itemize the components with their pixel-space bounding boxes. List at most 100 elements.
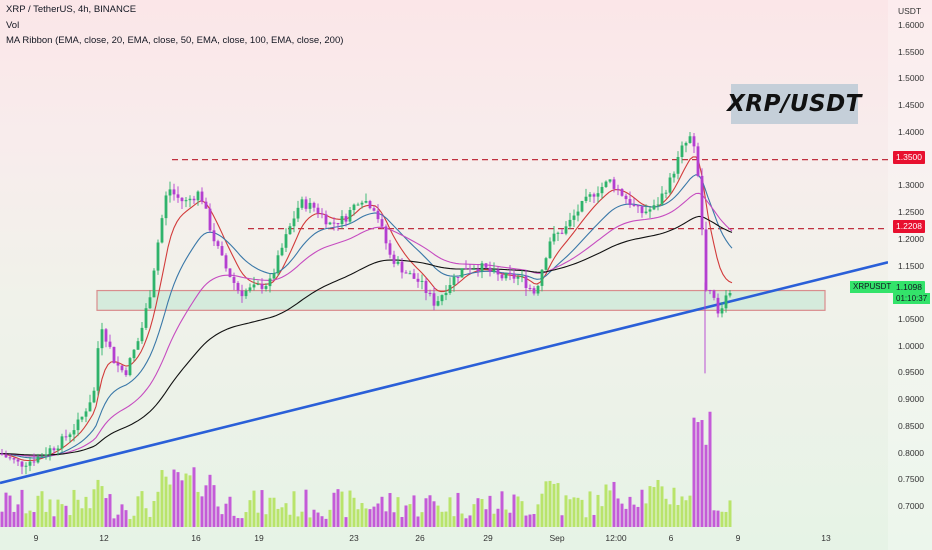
price-axis[interactable] xyxy=(888,0,932,550)
candle xyxy=(8,457,12,459)
volume-bar xyxy=(380,496,384,527)
candle xyxy=(616,188,620,190)
volume-bar xyxy=(84,496,88,527)
volume-bar xyxy=(376,503,380,527)
volume-bar xyxy=(36,495,40,527)
candle xyxy=(148,297,152,309)
volume-bar xyxy=(136,496,140,527)
candle xyxy=(704,229,708,291)
candle xyxy=(636,205,640,207)
volume-indicator-label[interactable]: Vol xyxy=(6,20,20,31)
candle xyxy=(428,292,432,294)
volume-bar xyxy=(112,518,116,527)
axis-currency: USDT xyxy=(898,6,922,16)
candle xyxy=(684,142,688,146)
pair-watermark: XRP/USDT xyxy=(727,84,861,124)
volume-bar xyxy=(412,495,416,527)
candle xyxy=(0,453,4,455)
candle xyxy=(160,218,164,243)
candle xyxy=(92,390,96,403)
volume-bar xyxy=(680,496,684,527)
volume-bar xyxy=(728,500,732,527)
volume-bar xyxy=(40,491,44,527)
volume-bar xyxy=(436,505,440,527)
volume-bar xyxy=(0,511,4,527)
volume-bar xyxy=(596,494,600,527)
volume-bar xyxy=(4,492,8,527)
volume-bar xyxy=(720,511,724,527)
candle xyxy=(128,358,132,376)
candle xyxy=(472,268,476,270)
candle xyxy=(328,222,332,225)
candle xyxy=(24,465,28,467)
volume-bar xyxy=(672,487,676,527)
candle xyxy=(384,226,388,244)
volume-bar xyxy=(424,498,428,527)
candle xyxy=(280,247,284,256)
volume-bar xyxy=(24,513,28,527)
candle xyxy=(216,241,220,247)
volume-bar xyxy=(692,417,696,527)
candle xyxy=(224,255,228,269)
volume-bar xyxy=(444,511,448,527)
candle xyxy=(476,268,480,272)
candle xyxy=(576,211,580,216)
volume-bar xyxy=(448,497,452,527)
last-price-tag: 1.1098 xyxy=(893,281,925,294)
y-tick-label: 1.4500 xyxy=(898,100,924,111)
candle xyxy=(560,232,564,234)
candle xyxy=(676,156,680,174)
volume-bar xyxy=(644,503,648,527)
volume-bar xyxy=(700,420,704,527)
volume-bar xyxy=(56,499,60,527)
volume-bar xyxy=(496,508,500,527)
candle xyxy=(468,268,472,270)
candle xyxy=(116,363,120,366)
x-tick-label: 12 xyxy=(99,533,109,543)
y-tick-label: 1.3000 xyxy=(898,180,924,191)
candle xyxy=(488,267,492,272)
candle xyxy=(156,242,160,271)
candle xyxy=(132,349,136,359)
volume-bar xyxy=(420,512,424,527)
volume-bar xyxy=(472,504,476,527)
volume-bar xyxy=(224,503,228,527)
ma-ribbon-indicator-label[interactable]: MA Ribbon (EMA, close, 20, EMA, close, 5… xyxy=(6,35,344,46)
volume-bar xyxy=(72,489,76,527)
candle xyxy=(524,276,528,288)
candle xyxy=(28,461,32,466)
candle xyxy=(600,186,604,194)
candle xyxy=(40,455,44,457)
volume-bar xyxy=(264,514,268,527)
candle xyxy=(548,241,552,259)
candle xyxy=(344,216,348,222)
volume-bar xyxy=(480,499,484,527)
candle xyxy=(680,145,684,157)
candle xyxy=(512,274,516,279)
volume-bar xyxy=(368,509,372,527)
y-tick-label: 0.8500 xyxy=(898,420,924,431)
price-chart[interactable] xyxy=(0,0,888,550)
candle xyxy=(440,295,444,302)
candle xyxy=(640,206,644,214)
candle xyxy=(220,246,224,256)
candle xyxy=(44,454,48,456)
candle xyxy=(644,211,648,214)
candle xyxy=(240,290,244,297)
resistance-high-price-tag: 1.3500 xyxy=(893,151,925,164)
symbol-title[interactable]: XRP / TetherUS, 4h, BINANCE xyxy=(6,4,137,15)
candle xyxy=(656,204,660,206)
candle xyxy=(348,210,352,222)
volume-bar xyxy=(488,495,492,527)
candle xyxy=(596,193,600,197)
volume-bar xyxy=(164,476,168,527)
volume-bar xyxy=(516,496,520,527)
volume-bar xyxy=(8,495,12,527)
volume-bar xyxy=(608,490,612,527)
volume-bar xyxy=(216,506,220,527)
candle xyxy=(76,419,80,431)
candle xyxy=(400,261,404,273)
volume-bar xyxy=(324,518,328,527)
volume-bar xyxy=(88,508,92,527)
